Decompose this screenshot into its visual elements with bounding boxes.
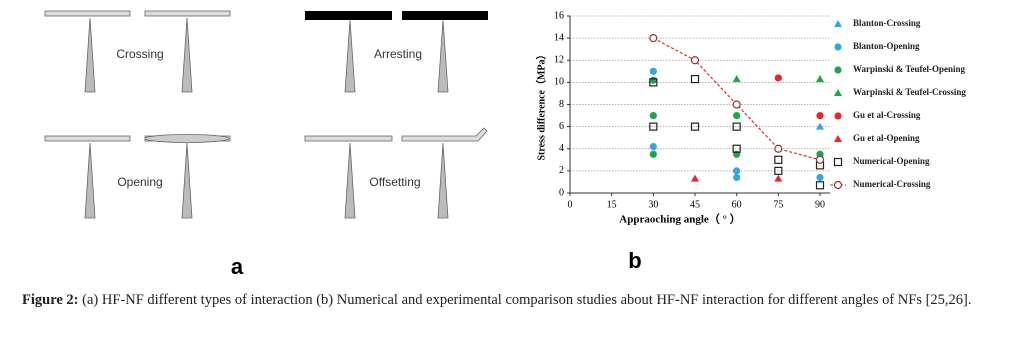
marker bbox=[690, 74, 700, 84]
legend-label: Numerical-Opening bbox=[853, 156, 930, 166]
marker bbox=[732, 122, 741, 131]
y-tick-label: 14 bbox=[554, 32, 564, 43]
series-line bbox=[653, 37, 821, 161]
interaction-label: Arresting bbox=[374, 47, 422, 61]
y-tick-label: 16 bbox=[554, 10, 564, 21]
y-tick-label: 12 bbox=[554, 55, 564, 66]
legend-marker bbox=[833, 180, 843, 190]
legend-marker bbox=[834, 43, 842, 51]
legend-marker bbox=[833, 157, 843, 167]
marker bbox=[649, 78, 658, 87]
y-tick-label: 6 bbox=[559, 121, 564, 132]
panel-a bbox=[44, 10, 488, 219]
marker bbox=[774, 166, 783, 175]
marker bbox=[816, 111, 824, 120]
y-tick-label: 0 bbox=[559, 187, 564, 198]
interface bbox=[402, 11, 488, 20]
marker bbox=[649, 142, 657, 151]
legend-label: Gu et al-Opening bbox=[853, 133, 920, 143]
legend-label: Numerical-Crossing bbox=[853, 179, 931, 189]
marker bbox=[816, 75, 824, 83]
legend-label: Warpinski & Teufel-Opening bbox=[853, 64, 966, 74]
interface bbox=[305, 11, 392, 20]
interaction-label: Offsetting bbox=[369, 175, 420, 189]
y-axis-label: Stress difference（MPa） bbox=[534, 50, 547, 161]
marker bbox=[816, 150, 824, 158]
interaction-label: Opening bbox=[117, 175, 162, 189]
caption-text: (a) HF-NF different types of interaction… bbox=[82, 292, 972, 308]
interface bbox=[304, 135, 393, 142]
y-tick-label: 2 bbox=[559, 165, 564, 176]
marker bbox=[649, 122, 658, 131]
marker bbox=[733, 111, 741, 120]
y-tick-label: 8 bbox=[559, 99, 564, 110]
x-tick-label: 60 bbox=[732, 199, 742, 210]
caption-label: Figure 2: bbox=[22, 292, 79, 308]
marker bbox=[774, 155, 783, 164]
marker bbox=[649, 34, 658, 43]
interface bbox=[44, 10, 131, 17]
marker bbox=[733, 173, 741, 182]
fracture bbox=[84, 142, 96, 219]
legend-label: Gu et al-Crossing bbox=[853, 110, 921, 120]
marker bbox=[774, 74, 782, 82]
x-tick-label: 15 bbox=[607, 199, 617, 210]
interface bbox=[144, 10, 231, 17]
fracture bbox=[437, 142, 449, 219]
x-tick-label: 45 bbox=[690, 199, 700, 210]
interface bbox=[44, 135, 131, 142]
legend-marker bbox=[834, 89, 842, 96]
legend-marker bbox=[834, 20, 842, 27]
interaction-label: Crossing bbox=[116, 47, 163, 61]
x-tick-label: 0 bbox=[568, 199, 573, 210]
legend-marker bbox=[834, 112, 842, 120]
marker bbox=[774, 174, 783, 182]
marker bbox=[816, 173, 824, 182]
opening bbox=[144, 134, 230, 143]
legend-label: Warpinski & Teufel-Crossing bbox=[853, 87, 966, 97]
marker bbox=[649, 111, 657, 120]
legend-label: Blanton-Crossing bbox=[853, 18, 921, 28]
x-tick-label: 30 bbox=[648, 199, 658, 210]
fracture bbox=[344, 142, 356, 219]
figure: Crossing Arresting Opening Offsetting a … bbox=[44, 10, 966, 279]
panel-label: a bbox=[231, 254, 244, 279]
marker bbox=[649, 67, 657, 75]
marker bbox=[732, 100, 741, 109]
x-tick-label: 90 bbox=[815, 199, 825, 210]
marker bbox=[774, 144, 783, 153]
marker bbox=[815, 155, 825, 164]
marker bbox=[816, 122, 824, 130]
fracture bbox=[344, 19, 356, 93]
x-axis-label: Appraoching angle（ ° ） bbox=[619, 213, 740, 226]
fracture bbox=[84, 17, 96, 93]
caption: Figure 2: (a) HF-NF different types of i… bbox=[22, 290, 1012, 311]
interface bbox=[401, 127, 488, 142]
x-tick-label: 75 bbox=[773, 199, 783, 210]
marker bbox=[732, 75, 741, 83]
marker bbox=[649, 150, 657, 158]
marker bbox=[649, 76, 657, 84]
fracture bbox=[181, 17, 193, 93]
y-tick-label: 10 bbox=[554, 77, 564, 88]
marker bbox=[690, 122, 700, 131]
marker bbox=[815, 181, 825, 190]
panel-label: b bbox=[628, 248, 641, 273]
fracture bbox=[437, 19, 449, 93]
marker bbox=[732, 144, 741, 153]
legend-marker bbox=[834, 135, 842, 142]
legend-label: Blanton-Opening bbox=[853, 41, 920, 51]
marker bbox=[733, 167, 741, 175]
fracture bbox=[181, 142, 193, 219]
marker bbox=[691, 174, 699, 182]
legend-marker bbox=[834, 66, 842, 74]
y-tick-label: 4 bbox=[559, 143, 564, 154]
marker bbox=[690, 56, 700, 65]
